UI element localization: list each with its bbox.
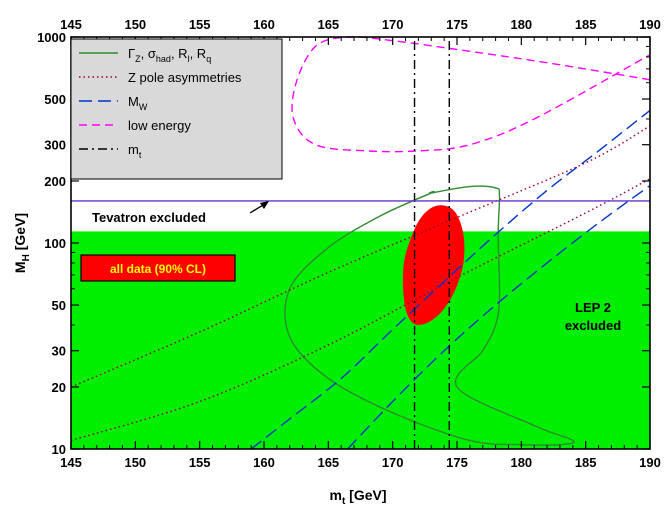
x-top-tick-label: 175 bbox=[446, 17, 468, 32]
y-tick-label: 30 bbox=[52, 344, 66, 359]
all-data-badge-box bbox=[80, 254, 236, 282]
legend-item: mt bbox=[79, 142, 142, 160]
legend-item: low energy bbox=[79, 118, 191, 133]
legend-label: mt bbox=[128, 142, 142, 160]
y-tick-label: 200 bbox=[44, 174, 66, 189]
y-tick-label: 50 bbox=[52, 298, 66, 313]
y-tick-label: 100 bbox=[44, 236, 66, 251]
series-layer bbox=[70, 36, 651, 450]
legend-label: Z pole asymmetries bbox=[128, 70, 242, 85]
x-top-tick-label: 145 bbox=[60, 17, 82, 32]
x-tick-label: 155 bbox=[189, 455, 211, 470]
legend-label: MW bbox=[128, 94, 148, 112]
x-top-tick-label: 190 bbox=[639, 17, 661, 32]
x-top-tick-label: 150 bbox=[124, 17, 146, 32]
legend-item: MW bbox=[79, 94, 148, 112]
x-tick-label: 190 bbox=[639, 455, 661, 470]
series-low-energy bbox=[291, 36, 651, 153]
series-m-w-left bbox=[250, 109, 651, 450]
x-tick-label: 160 bbox=[253, 455, 275, 470]
series-z-pole-asymmetries-upper bbox=[70, 125, 651, 388]
x-top-tick-label: 155 bbox=[189, 17, 211, 32]
y-tick-label: 500 bbox=[44, 92, 66, 107]
legend: ΓZ, σhad, Rl, Rq Z pole asymmetries MW low … bbox=[70, 38, 283, 180]
lep2-label-line1: LEP 2 bbox=[575, 300, 611, 315]
y-tick-label: 20 bbox=[52, 380, 66, 395]
all-data-badge: all data (90% CL) bbox=[80, 254, 236, 282]
legend-items: ΓZ, σhad, Rl, Rq Z pole asymmetries MW low … bbox=[79, 46, 242, 160]
series-m-w-right bbox=[347, 185, 651, 450]
x-axis-title: mt [GeV] bbox=[329, 487, 386, 507]
x-tick-label: 145 bbox=[60, 455, 82, 470]
legend-item: Z pole asymmetries bbox=[79, 70, 242, 85]
x-tick-label: 150 bbox=[124, 455, 146, 470]
series-z-contour bbox=[284, 185, 575, 446]
tevatron-arrow bbox=[249, 201, 269, 214]
legend-item: ΓZ, σhad, Rl, Rq bbox=[79, 46, 211, 64]
x-tick-label: 170 bbox=[382, 455, 404, 470]
legend-label: low energy bbox=[128, 118, 191, 133]
x-tick-label: 185 bbox=[575, 455, 597, 470]
all-data-label: all data (90% CL) bbox=[110, 262, 206, 276]
x-tick-label: 180 bbox=[510, 455, 532, 470]
x-top-tick-label: 170 bbox=[382, 17, 404, 32]
y-axis-title: MH [GeV] bbox=[12, 213, 32, 273]
y-tick-label: 10 bbox=[52, 442, 66, 457]
x-tick-label: 175 bbox=[446, 455, 468, 470]
x-top-tick-label: 165 bbox=[317, 17, 339, 32]
ticks-layer: 145 150 155 160 165 170 175 180 185 190 145 150 155 1… bbox=[37, 17, 661, 470]
y-tick-label: 1000 bbox=[37, 30, 66, 45]
tevatron-label: Tevatron excluded bbox=[92, 210, 206, 225]
y-tick-label: 300 bbox=[44, 138, 66, 153]
x-top-tick-label: 180 bbox=[510, 17, 532, 32]
legend-box bbox=[70, 38, 283, 180]
lep2-label-line2: excluded bbox=[565, 318, 621, 333]
x-top-tick-label: 185 bbox=[575, 17, 597, 32]
x-tick-label: 165 bbox=[317, 455, 339, 470]
legend-label: ΓZ, σhad, Rl, Rq bbox=[128, 46, 211, 64]
x-top-tick-label: 160 bbox=[253, 17, 275, 32]
